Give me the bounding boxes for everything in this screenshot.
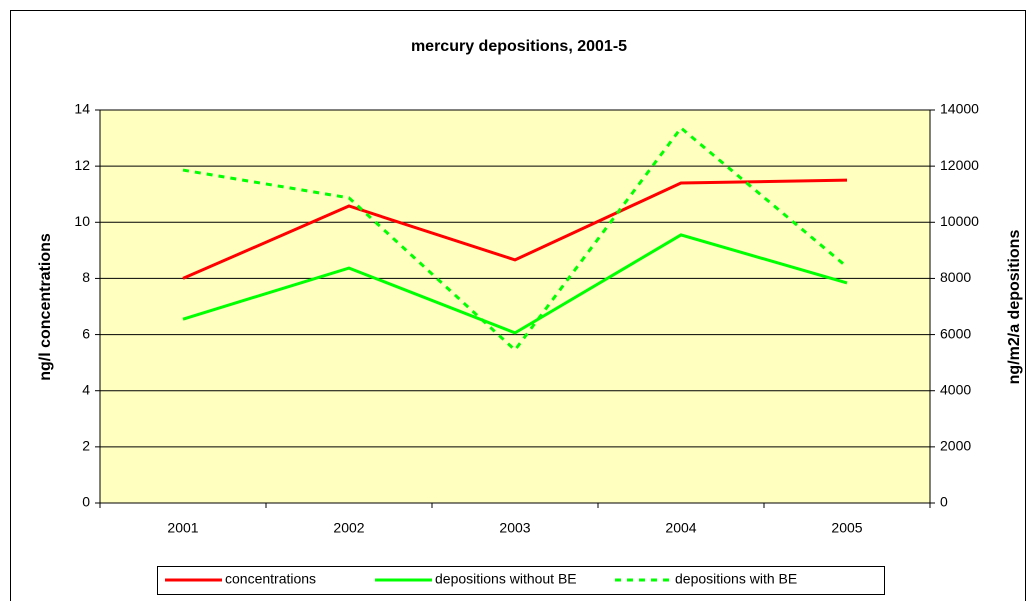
y2-tick-label: 14000	[940, 101, 979, 117]
y-tick-label: 2	[82, 438, 90, 454]
x-tick-label: 2002	[333, 520, 364, 536]
legend-box	[157, 566, 885, 595]
legend-label: depositions without BE	[435, 571, 577, 587]
y2-tick-label: 10000	[940, 213, 979, 229]
series-line	[182, 233, 848, 335]
y-tick-label: 6	[82, 325, 90, 341]
y2-tick-label: 12000	[940, 157, 979, 173]
series-line	[182, 178, 848, 280]
y-axis-label: ng/l concentrations	[37, 233, 54, 381]
y2-tick-label: 0	[940, 494, 948, 510]
x-tick-label: 2001	[167, 520, 198, 536]
y2-axis-label: ng/m2/a depositions	[1006, 230, 1023, 385]
y-tick-label: 14	[74, 101, 90, 117]
x-tick-label: 2004	[665, 520, 696, 536]
y-tick-label: 12	[74, 157, 90, 173]
x-tick-label: 2005	[831, 520, 862, 536]
y2-tick-label: 6000	[940, 325, 971, 341]
legend-label: depositions with BE	[675, 571, 797, 587]
x-tick-label: 2003	[499, 520, 530, 536]
y2-tick-label: 8000	[940, 269, 971, 285]
y-tick-label: 0	[82, 494, 90, 510]
y-tick-label: 10	[74, 213, 90, 229]
y2-tick-label: 2000	[940, 438, 971, 454]
y2-tick-label: 4000	[940, 381, 971, 397]
chart-title: mercury depositions, 2001-5	[411, 38, 627, 55]
series-line	[182, 125, 848, 353]
y-tick-label: 4	[82, 381, 90, 397]
legend-label: concentrations	[225, 571, 316, 587]
plot-area	[99, 109, 931, 504]
y-tick-label: 8	[82, 269, 90, 285]
